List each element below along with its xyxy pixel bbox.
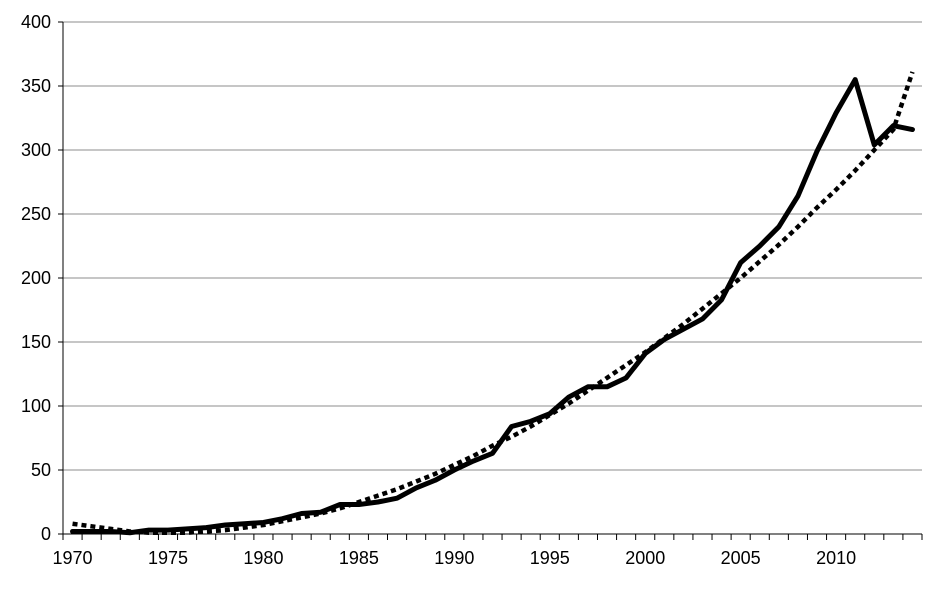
x-tick-label: 2010 [816,548,856,568]
x-tick-label: 1975 [148,548,188,568]
x-tick-label: 1980 [243,548,283,568]
y-tick-labels: 0 50 100 150 200 250 300 350 400 [21,12,51,544]
y-tick-label: 300 [21,140,51,160]
x-tick-label: 1995 [530,548,570,568]
data-line-solid [70,77,915,536]
gridlines [63,21,922,471]
y-tick-label: 400 [21,12,51,32]
y-tick-label: 150 [21,332,51,352]
x-tick-label: 2005 [721,548,761,568]
axes [58,21,923,540]
x-tick-label: 1970 [53,548,93,568]
series-group [70,71,915,536]
trend-line-dotted [72,71,915,535]
x-tick-label: 2000 [625,548,665,568]
x-tick-label: 1985 [339,548,379,568]
x-tick-labels: 1970 1975 1980 1985 1990 1995 2000 2005 2010 [53,548,857,568]
y-tick-label: 0 [41,524,51,544]
y-tick-label: 200 [21,268,51,288]
x-tick-label: 1990 [434,548,474,568]
y-tick-label: 100 [21,396,51,416]
y-tick-label: 250 [21,204,51,224]
y-tick-label: 50 [31,460,51,480]
y-tick-label: 350 [21,76,51,96]
